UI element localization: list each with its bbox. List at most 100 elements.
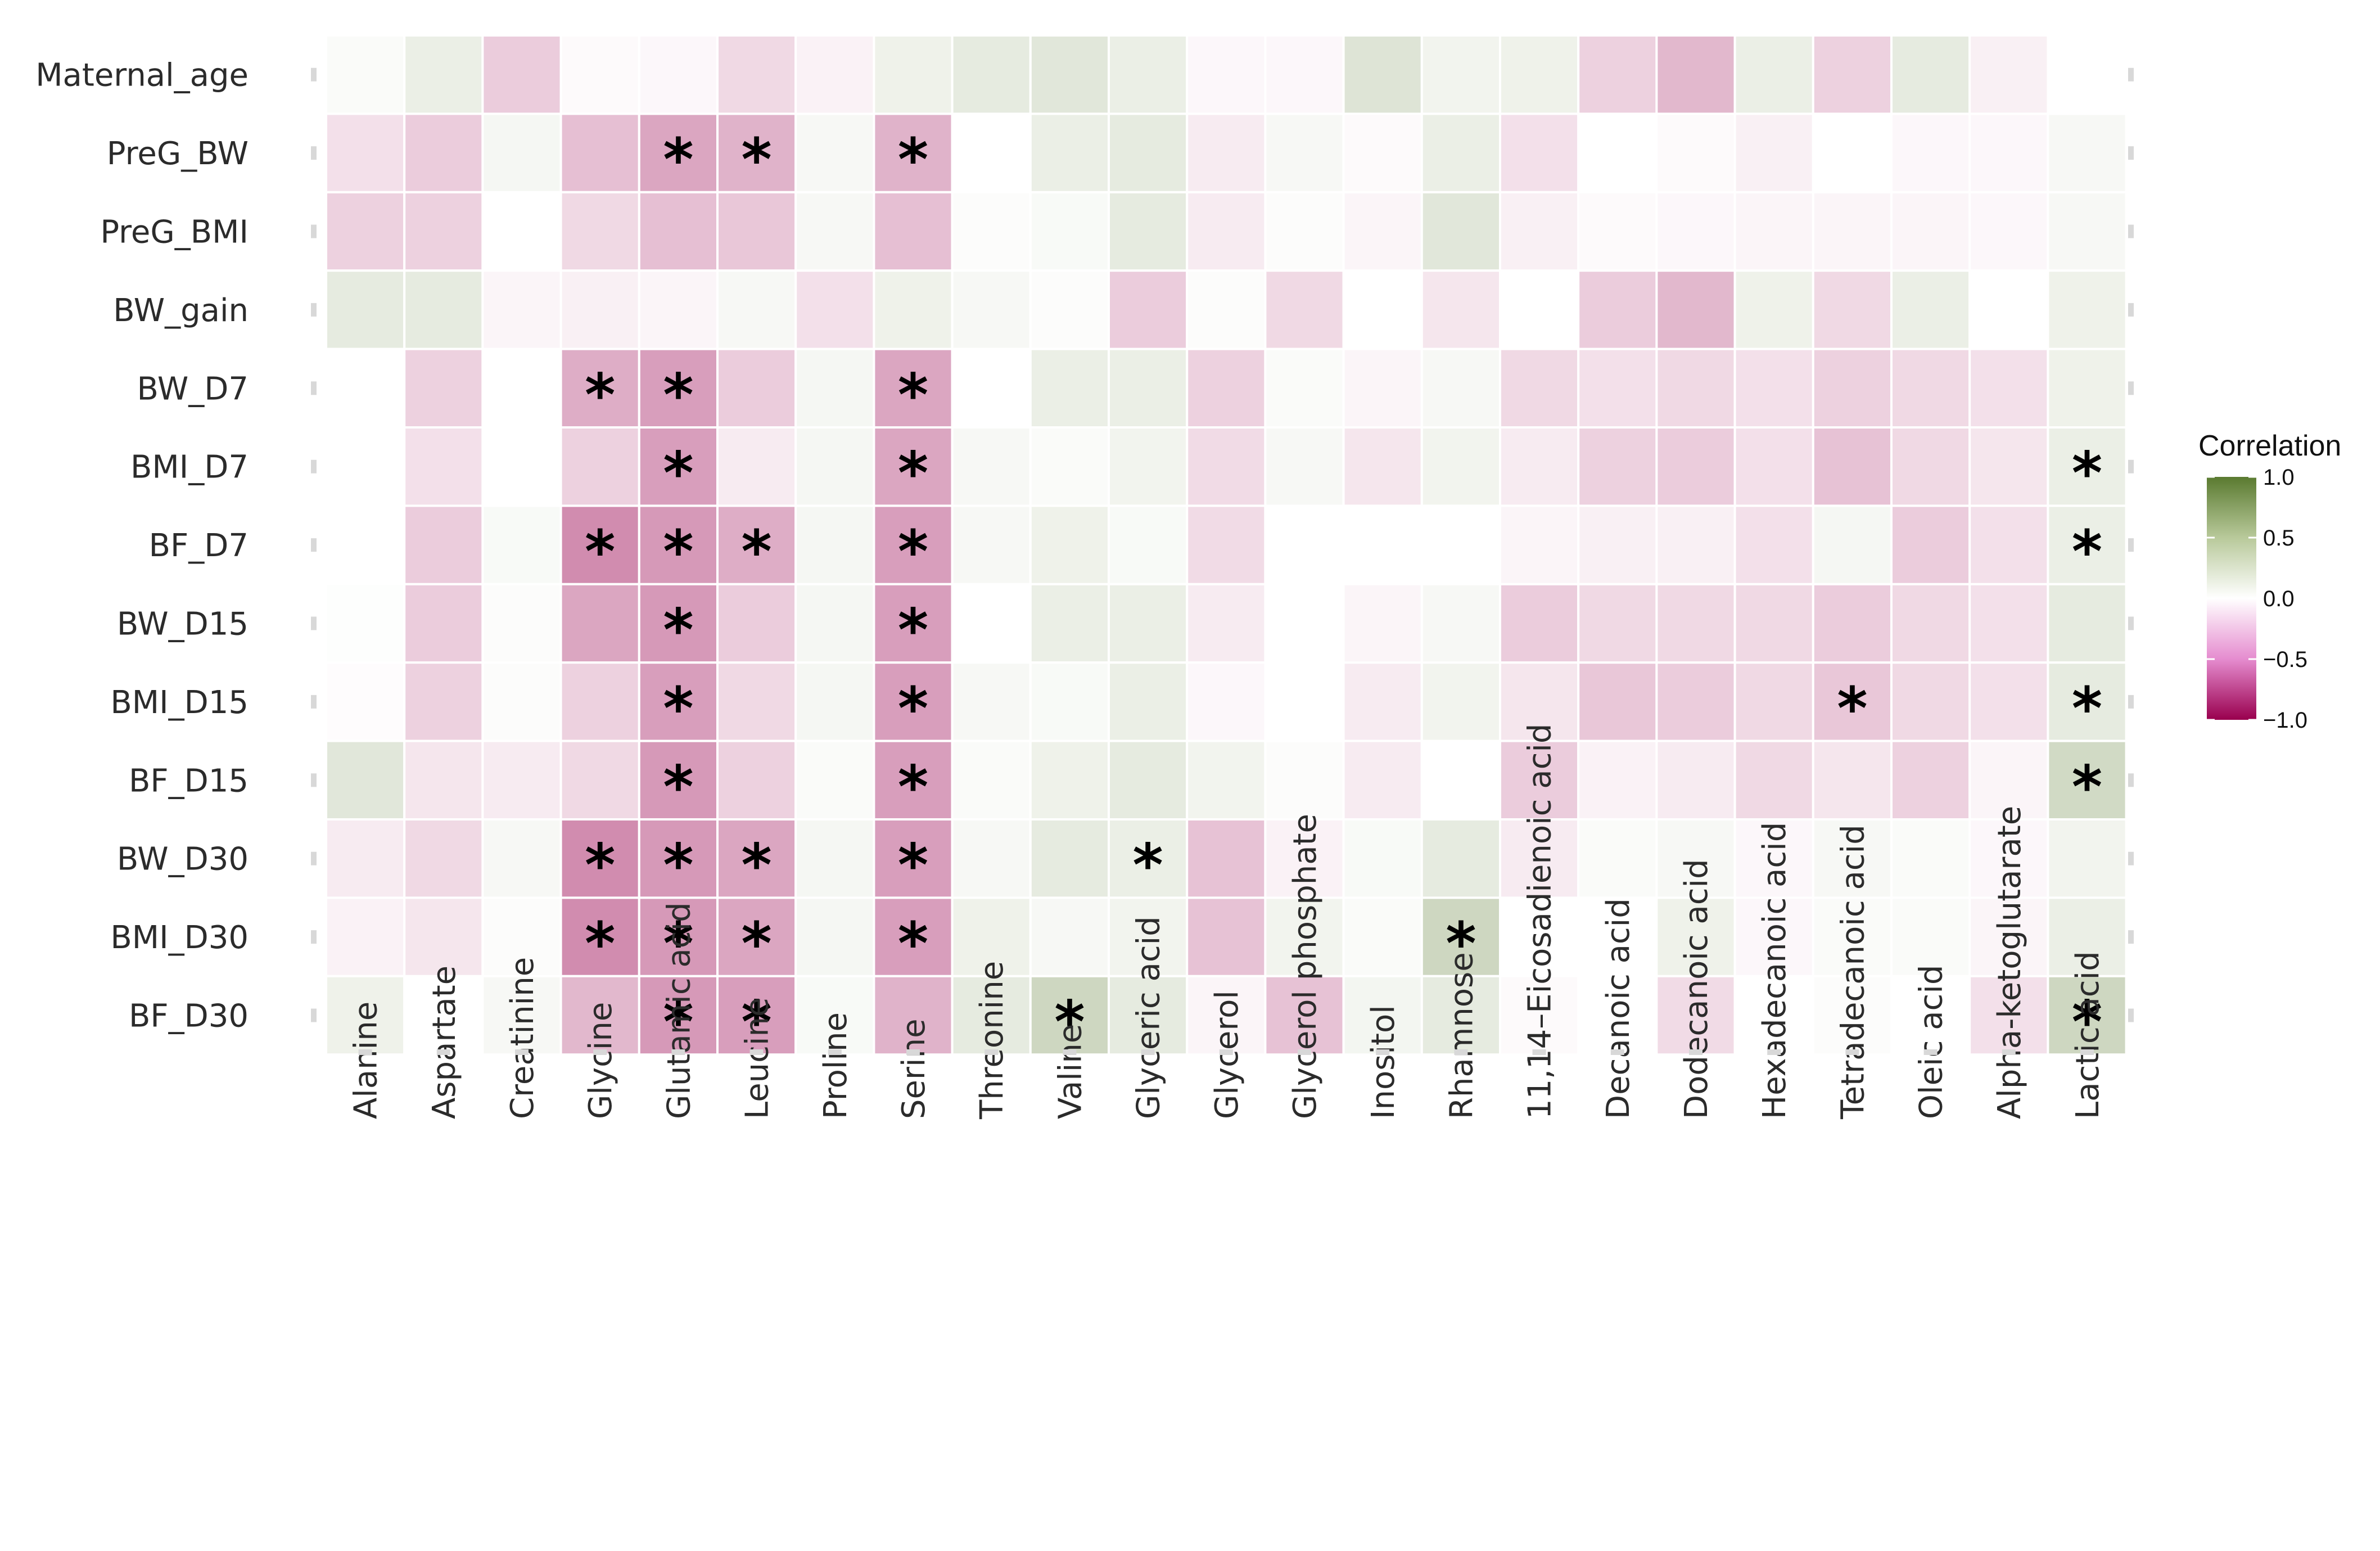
column-label: Oleic acid [1913,965,1950,1119]
heatmap-cell [638,269,719,350]
legend-ticks: 1.0 0.5 0.0 −0.5 −1.0 [2207,465,2307,733]
heatmap-cell [951,583,1032,664]
x-axis-tick [1610,1049,1624,1055]
heatmap-cell [873,504,954,585]
row-label: BMI_D30 [110,919,249,956]
heatmap-cell [1108,740,1189,820]
y-axis-tick-right [2128,930,2134,944]
x-axis-tick [1767,1049,1781,1055]
heatmap-cell [559,740,640,820]
y-axis-tick-left [311,616,317,630]
row-label: Maternal_age [35,57,249,94]
x-axis-tick [1454,1049,1468,1055]
heatmap-cell [951,112,1032,193]
heatmap-cell [638,348,719,429]
heatmap-cell [1812,34,1893,115]
heatmap-cell [1812,112,1893,193]
heatmap-cell [1968,426,2049,507]
significance-star: * [898,752,928,821]
heatmap-cell [1968,740,2049,820]
significance-star: * [663,596,693,665]
heatmap-cell [2047,818,2128,899]
heatmap-cell [1968,504,2049,585]
x-axis-tick [2080,1049,2094,1055]
significance-star: * [585,909,615,978]
heatmap-cell [1108,504,1189,585]
heatmap-cell [325,348,406,429]
x-axis-tick [1376,1049,1390,1055]
heatmap-cell [1029,112,1110,193]
heatmap-cell [1420,661,1502,742]
heatmap-cell [559,34,640,115]
y-axis-tick-right [2128,459,2134,474]
heatmap-cell [1186,426,1267,507]
column-label: Proline [818,1012,854,1119]
significance-star: * [663,517,693,586]
heatmap-cell [403,348,484,429]
heatmap-cell [716,348,797,429]
heatmap-cell [481,426,562,507]
heatmap-cell [794,191,875,272]
heatmap-cell [1186,661,1267,742]
significance-star: * [2072,439,2102,508]
heatmap-cell [794,818,875,899]
column-label: Creatinine [504,957,541,1119]
heatmap-cell [1499,112,1580,193]
heatmap-cell [559,583,640,664]
heatmap-cell [1108,661,1189,742]
heatmap-cell [951,975,1032,1056]
legend-tick-label: 0.5 [2263,526,2295,551]
heatmap-cell [1968,191,2049,272]
heatmap-cell [2047,191,2128,272]
row-label: BF_D15 [129,763,249,799]
y-axis-tick-left [311,381,317,395]
heatmap-cell [1029,191,1110,272]
column-label: Alanine [348,1002,385,1119]
heatmap-cell [794,504,875,585]
x-axis-tick [1923,1049,1938,1055]
heatmap-cell [951,896,1032,977]
x-axis-tick [1298,1049,1311,1055]
significance-star: * [741,909,771,978]
heatmap-cell [403,34,484,115]
heatmap-cell [794,896,875,977]
heatmap-cell [1108,191,1189,272]
heatmap-cell [1420,34,1502,115]
heatmap-cell [1186,269,1267,350]
heatmap-cell [1577,818,1658,899]
heatmap-cell [1890,426,1971,507]
significance-star: * [898,125,928,194]
heatmap-cell [873,583,954,664]
heatmap-cell [1029,426,1110,507]
heatmap-cell [716,583,797,664]
heatmap-cell [716,269,797,350]
significance-star: * [585,360,615,429]
heatmap-cell [2047,269,2128,350]
heatmap-cell [951,34,1032,115]
heatmap-cell [1264,661,1345,742]
heatmap-cell [1577,583,1658,664]
heatmap-cell [1186,818,1267,899]
heatmap-cell [1108,34,1189,115]
legend-tick-label: 1.0 [2263,465,2295,490]
row-labels: Maternal_age PreG_BW PreG_BMI BW_gain BW_D7 B… [35,57,249,1035]
heatmap-cell [794,426,875,507]
heatmap-cell [1655,34,1736,115]
heatmap-cell [873,740,954,820]
heatmap-cell [1264,191,1345,272]
heatmap-cell [481,504,562,585]
heatmap-cell [559,896,640,977]
heatmap-cell [1733,583,1814,664]
heatmap-cell [559,348,640,429]
heatmap-cell [1577,504,1658,585]
heatmap-cell [1812,740,1893,820]
y-axis-tick-left [311,146,317,160]
heatmap-cell [1264,975,1345,1056]
heatmap-cell [559,426,640,507]
x-axis-tick [436,1049,450,1055]
heatmap-cell [638,34,719,115]
column-label: Glycerol phosphate [1287,814,1324,1119]
heatmap-cell [794,34,875,115]
heatmap-cell [873,34,954,115]
